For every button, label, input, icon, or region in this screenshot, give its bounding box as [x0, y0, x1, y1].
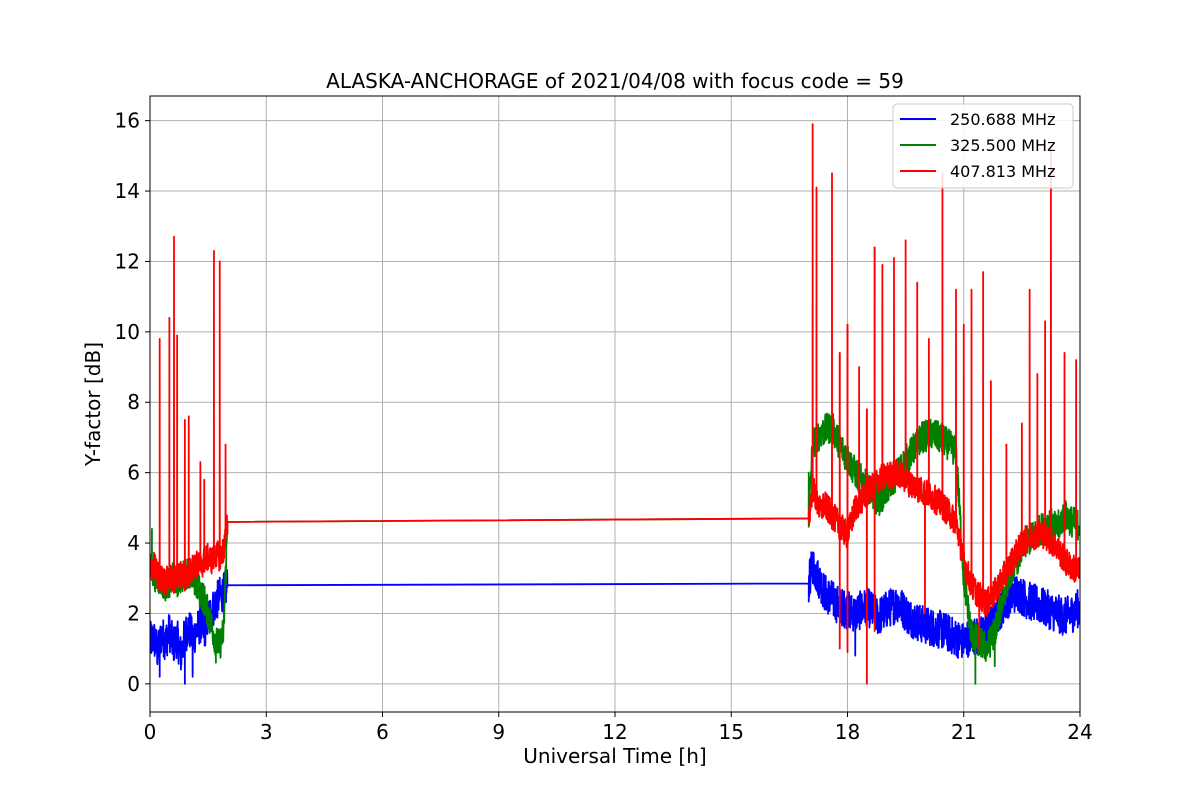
- y-tick-label: 0: [127, 672, 140, 696]
- x-axis-label: Universal Time [h]: [523, 744, 706, 768]
- x-tick-label: 15: [719, 720, 744, 744]
- legend-box: [892, 103, 1074, 189]
- y-tick-label: 10: [115, 320, 140, 344]
- legend-label-407-813-mhz: 407.813 MHz: [950, 162, 1055, 181]
- y-tick-label: 16: [115, 109, 140, 133]
- y-axis-label: Y-factor [dB]: [81, 342, 105, 467]
- y-tick-label: 12: [115, 249, 140, 273]
- x-tick-label: 18: [835, 720, 860, 744]
- y-tick-label: 8: [127, 390, 140, 414]
- legend: 250.688 MHz 325.500 MHz 407.813 MHz: [892, 103, 1074, 189]
- x-tick-label: 6: [376, 720, 389, 744]
- x-tick-label: 3: [260, 720, 273, 744]
- plot-series: [150, 123, 1080, 685]
- y-tick-label: 4: [127, 531, 140, 555]
- legend-label-325-500-mhz: 325.500 MHz: [950, 136, 1055, 155]
- y-tick-label: 14: [115, 179, 140, 203]
- x-tick-label: 24: [1067, 720, 1092, 744]
- x-tick-label: 21: [951, 720, 976, 744]
- plot-area: [150, 123, 1080, 685]
- y-tick-label: 6: [127, 461, 140, 485]
- x-tick-label: 9: [492, 720, 505, 744]
- series-line-407-813-mhz: [150, 123, 1080, 685]
- x-tick-label: 12: [602, 720, 627, 744]
- chart-title: ALASKA-ANCHORAGE of 2021/04/08 with focu…: [326, 69, 904, 93]
- legend-label-250-688-mhz: 250.688 MHz: [950, 110, 1055, 129]
- x-tick-label: 0: [144, 720, 157, 744]
- y-tick-label: 2: [127, 601, 140, 625]
